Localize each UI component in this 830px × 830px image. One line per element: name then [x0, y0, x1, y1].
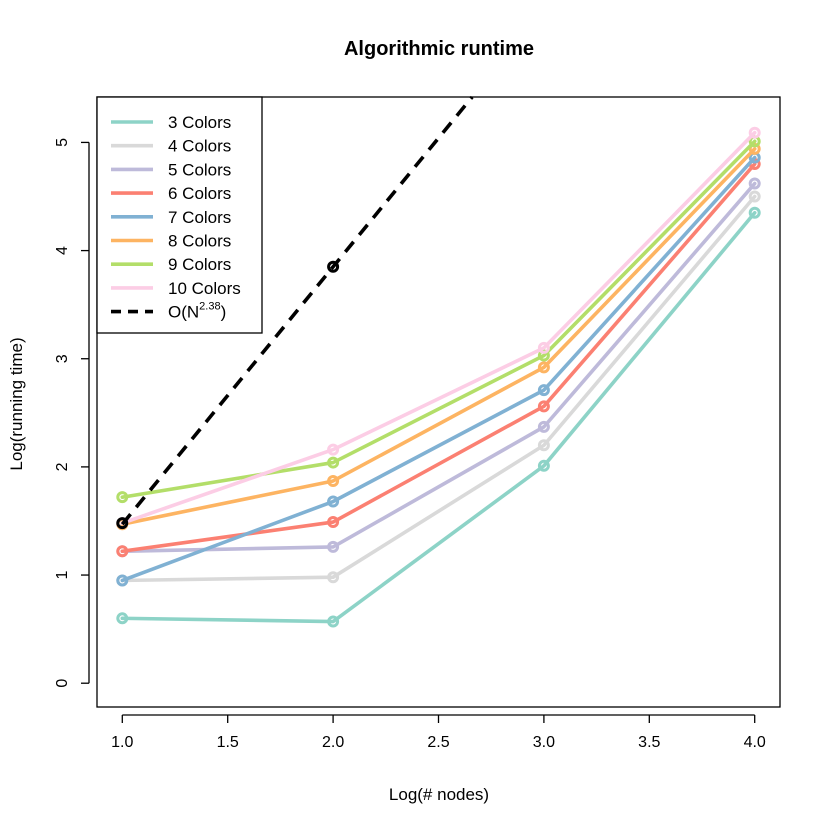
y-tick-label: 2	[54, 462, 71, 471]
data-point	[327, 456, 340, 469]
data-point	[537, 341, 550, 354]
x-tick-label: 2.0	[322, 734, 344, 751]
series-line	[120, 147, 757, 527]
legend-label: 5 Colors	[168, 160, 231, 179]
x-tick-label: 3.5	[638, 734, 660, 751]
x-tick-label: 3.0	[533, 734, 555, 751]
series-line	[120, 181, 757, 554]
data-point	[327, 615, 340, 628]
x-tick-label: 4.0	[744, 734, 766, 751]
y-axis-label: Log(running time)	[7, 337, 26, 470]
x-tick-label: 1.5	[217, 734, 239, 751]
series-group	[116, 206, 761, 628]
data-point	[327, 495, 340, 508]
data-point	[748, 206, 761, 219]
data-point	[537, 439, 550, 452]
legend-label: 9 Colors	[168, 255, 231, 274]
y-tick-label: 0	[54, 679, 71, 688]
reference-point	[116, 517, 129, 530]
series-group	[116, 151, 761, 587]
series-line	[120, 210, 757, 624]
series-line	[120, 155, 757, 583]
legend: 3 Colors 4 Colors 5 Colors 6 Colors 7 Colors…	[96, 96, 263, 334]
data-point	[748, 177, 761, 190]
data-point	[748, 190, 761, 203]
y-tick-label: 1	[54, 571, 71, 580]
data-point	[537, 384, 550, 397]
y-tick-label: 3	[54, 354, 71, 363]
data-point	[116, 574, 129, 587]
series-layer	[116, 126, 761, 628]
x-axis: 1.0 1.5 2.0 2.5 3.0 3.5 4.0	[111, 714, 766, 751]
plot-frame	[96, 96, 781, 708]
legend-label: 6 Colors	[168, 184, 231, 203]
y-tick-label: 5	[54, 138, 71, 147]
data-point	[537, 420, 550, 433]
chart-title: Algorithmic runtime	[344, 38, 534, 60]
data-point	[537, 361, 550, 374]
legend-label-reference: O(N2.38)	[168, 301, 226, 322]
data-point	[327, 474, 340, 487]
data-point	[327, 443, 340, 456]
data-point	[116, 491, 129, 504]
x-tick-label: 2.5	[427, 734, 449, 751]
series-line	[120, 162, 757, 554]
legend-label: 3 Colors	[168, 113, 231, 132]
data-point	[748, 126, 761, 139]
series-line	[120, 139, 757, 499]
data-point	[537, 459, 550, 472]
legend-label: 7 Colors	[168, 208, 231, 227]
x-axis-label: Log(# nodes)	[389, 785, 489, 804]
legend-label: 4 Colors	[168, 137, 231, 156]
data-point	[537, 400, 550, 413]
reference-line	[116, 95, 474, 530]
legend-label: 10 Colors	[168, 279, 241, 298]
series-line	[120, 130, 757, 525]
data-point	[327, 540, 340, 553]
data-point	[116, 612, 129, 625]
data-point	[327, 516, 340, 529]
y-axis: 0 1 2 3 4 5	[54, 138, 90, 688]
reference-dashed-line	[120, 95, 474, 526]
data-point	[327, 571, 340, 584]
x-tick-label: 1.0	[111, 734, 133, 751]
series-line	[120, 194, 757, 583]
reference-point	[327, 260, 340, 273]
y-tick-label: 4	[54, 246, 71, 255]
legend-label: 8 Colors	[168, 232, 231, 251]
data-point	[116, 545, 129, 558]
